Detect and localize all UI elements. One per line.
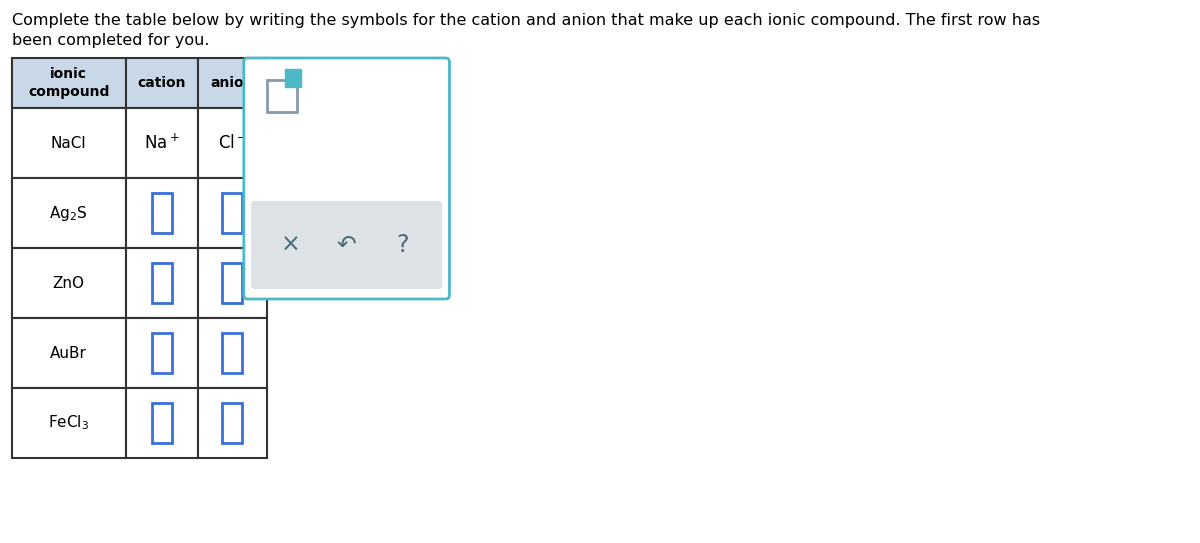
Text: been completed for you.: been completed for you. bbox=[12, 33, 209, 48]
Bar bbox=[152, 333, 172, 373]
Bar bbox=[222, 263, 242, 303]
Bar bbox=[12, 248, 126, 318]
Text: NaCl: NaCl bbox=[50, 136, 86, 150]
Text: cation: cation bbox=[138, 76, 186, 90]
Bar bbox=[198, 248, 266, 318]
Bar bbox=[198, 58, 266, 108]
Bar bbox=[198, 108, 266, 178]
Text: ×: × bbox=[281, 233, 301, 257]
FancyBboxPatch shape bbox=[251, 201, 442, 289]
Text: ionic
compound: ionic compound bbox=[28, 67, 109, 99]
Text: ↶: ↶ bbox=[337, 233, 356, 257]
Bar bbox=[152, 193, 172, 233]
Bar bbox=[12, 178, 126, 248]
Bar bbox=[12, 108, 126, 178]
Text: Cl$^-$: Cl$^-$ bbox=[218, 134, 247, 152]
Bar bbox=[198, 318, 266, 388]
Bar bbox=[12, 318, 126, 388]
Bar bbox=[126, 108, 198, 178]
Text: FeCl$_3$: FeCl$_3$ bbox=[48, 414, 89, 432]
Text: AuBr: AuBr bbox=[50, 345, 88, 361]
Bar bbox=[126, 388, 198, 458]
Bar bbox=[222, 333, 242, 373]
Bar bbox=[198, 388, 266, 458]
Text: ZnO: ZnO bbox=[53, 275, 85, 291]
Bar bbox=[268, 80, 296, 112]
Text: anion: anion bbox=[211, 76, 254, 90]
Bar bbox=[222, 193, 242, 233]
Bar bbox=[284, 69, 301, 87]
Bar bbox=[126, 178, 198, 248]
Bar bbox=[12, 58, 126, 108]
Bar bbox=[126, 318, 198, 388]
Bar bbox=[198, 178, 266, 248]
Bar bbox=[126, 58, 198, 108]
Bar bbox=[222, 403, 242, 443]
Text: Complete the table below by writing the symbols for the cation and anion that ma: Complete the table below by writing the … bbox=[12, 13, 1040, 28]
FancyBboxPatch shape bbox=[244, 58, 450, 299]
Bar bbox=[12, 388, 126, 458]
Text: ?: ? bbox=[396, 233, 408, 257]
Text: Na$^+$: Na$^+$ bbox=[144, 134, 180, 153]
Bar bbox=[152, 403, 172, 443]
Bar bbox=[126, 248, 198, 318]
Text: Ag$_2$S: Ag$_2$S bbox=[49, 204, 88, 223]
Bar bbox=[152, 263, 172, 303]
